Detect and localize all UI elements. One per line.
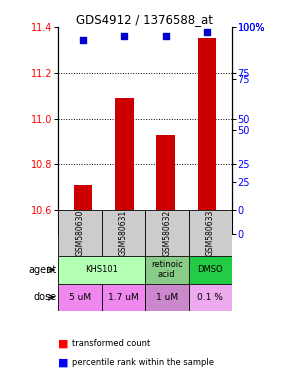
Text: GSM580631: GSM580631 [119, 210, 128, 256]
Text: 0.1 %: 0.1 % [197, 293, 223, 302]
Bar [156, 134, 175, 210]
Point [163, 34, 168, 40]
Text: ■: ■ [58, 339, 68, 349]
Point [205, 29, 209, 35]
Bar [115, 98, 134, 210]
Text: ■: ■ [58, 358, 68, 368]
Bar [145, 210, 188, 256]
Text: dose: dose [33, 292, 56, 302]
Text: KHS101: KHS101 [85, 265, 118, 274]
Point [122, 33, 127, 39]
Bar [58, 256, 145, 283]
Text: transformed count: transformed count [72, 339, 151, 348]
Text: GSM580632: GSM580632 [162, 210, 171, 256]
Point [163, 33, 168, 39]
Point [81, 36, 85, 43]
Bar [102, 283, 145, 311]
Bar [102, 210, 145, 256]
Bar [198, 38, 216, 210]
Text: retinoic
acid: retinoic acid [151, 260, 183, 280]
Bar [145, 283, 188, 311]
Bar [145, 256, 188, 283]
Point [81, 38, 85, 45]
Point [122, 34, 127, 40]
Text: 1 uM: 1 uM [156, 293, 178, 302]
Bar [188, 283, 232, 311]
Bar [74, 185, 92, 210]
Text: percentile rank within the sample: percentile rank within the sample [72, 358, 215, 367]
Bar [58, 210, 102, 256]
Text: agent: agent [28, 265, 56, 275]
Point [205, 30, 209, 36]
Text: 1.7 uM: 1.7 uM [108, 293, 139, 302]
Bar [188, 256, 232, 283]
Text: DMSO: DMSO [197, 265, 223, 274]
Text: GSM580633: GSM580633 [206, 210, 215, 256]
Bar [58, 283, 102, 311]
Text: GSM580630: GSM580630 [75, 210, 84, 256]
Bar [188, 210, 232, 256]
Text: 5 uM: 5 uM [69, 293, 91, 302]
Title: GDS4912 / 1376588_at: GDS4912 / 1376588_at [77, 13, 213, 26]
